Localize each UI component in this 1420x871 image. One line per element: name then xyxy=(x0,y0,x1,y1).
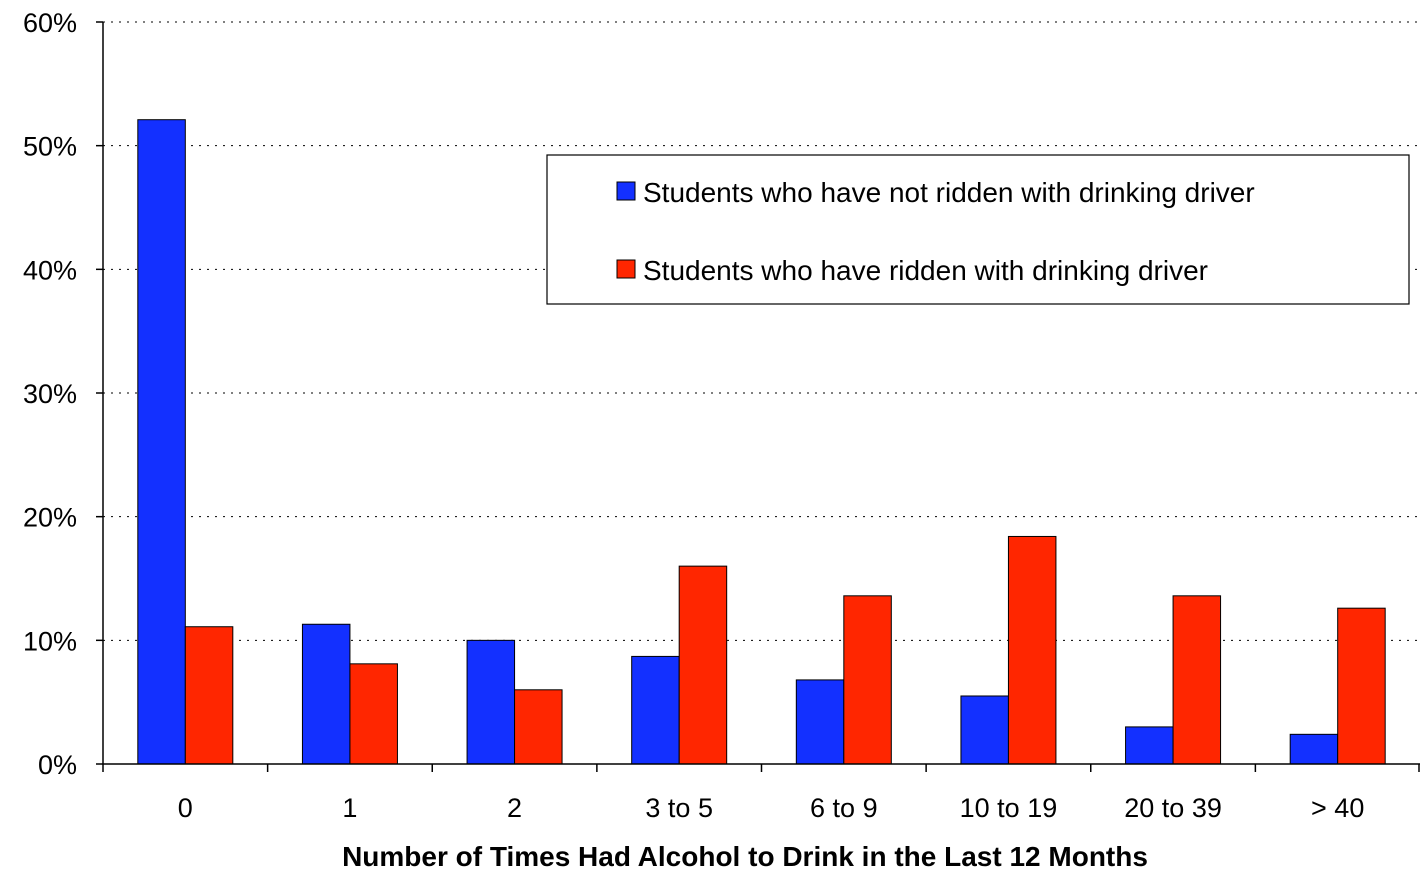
bar-not-ridden-2 xyxy=(466,639,516,765)
bar-ridden-2 xyxy=(514,689,563,765)
legend-label-ridden: Students who have ridden with drinking d… xyxy=(643,255,1208,286)
bar-ridden-7 xyxy=(1337,607,1386,765)
y-tick-label: 30% xyxy=(23,379,77,409)
y-tick-label: 50% xyxy=(23,132,77,162)
x-tick-label: 6 to 9 xyxy=(810,793,878,823)
legend: Students who have not ridden with drinki… xyxy=(546,154,1410,305)
y-tick-label: 60% xyxy=(23,8,77,38)
bar-ridden-0 xyxy=(184,626,234,765)
bar-ridden-6 xyxy=(1172,595,1222,765)
x-tick-label: > 40 xyxy=(1311,793,1364,823)
x-tick-label: 10 to 19 xyxy=(960,793,1058,823)
bar-not-ridden-5 xyxy=(960,695,1009,765)
x-tick-label: 3 to 5 xyxy=(645,793,713,823)
bar-ridden-5 xyxy=(1007,535,1057,765)
y-tick-label: 0% xyxy=(38,750,77,780)
bar-ridden-4 xyxy=(843,595,892,765)
axes xyxy=(102,22,1420,765)
y-tick-labels: 0% 10% 20% 30% 40% 50% 60% xyxy=(23,8,103,780)
y-tick-label: 20% xyxy=(23,503,77,533)
y-tick-label: 10% xyxy=(23,626,77,656)
bar-not-ridden-6 xyxy=(1125,726,1174,765)
bar-not-ridden-4 xyxy=(795,679,845,765)
gridlines xyxy=(103,21,1420,641)
x-tick-label: 2 xyxy=(507,793,522,823)
bar-ridden-3 xyxy=(678,565,728,765)
bar-not-ridden-0 xyxy=(137,119,186,765)
bars xyxy=(137,119,1386,765)
legend-swatch-ridden xyxy=(616,259,636,279)
bar-ridden-1 xyxy=(349,663,398,765)
bar-not-ridden-3 xyxy=(631,655,680,765)
bar-not-ridden-1 xyxy=(301,623,351,765)
legend-swatch-not-ridden xyxy=(616,181,636,201)
x-tick-label: 0 xyxy=(178,793,193,823)
legend-label-not-ridden: Students who have not ridden with drinki… xyxy=(643,177,1255,208)
x-tick-labels: 0 1 2 3 to 5 6 to 9 10 to 19 20 to 39 > 40 xyxy=(102,764,1420,823)
x-tick-label: 1 xyxy=(342,793,357,823)
legend-box xyxy=(546,154,1410,305)
bar-not-ridden-7 xyxy=(1289,733,1339,765)
x-axis-title: Number of Times Had Alcohol to Drink in … xyxy=(342,841,1148,871)
y-tick-label: 40% xyxy=(23,255,77,285)
x-tick-label: 20 to 39 xyxy=(1124,793,1222,823)
